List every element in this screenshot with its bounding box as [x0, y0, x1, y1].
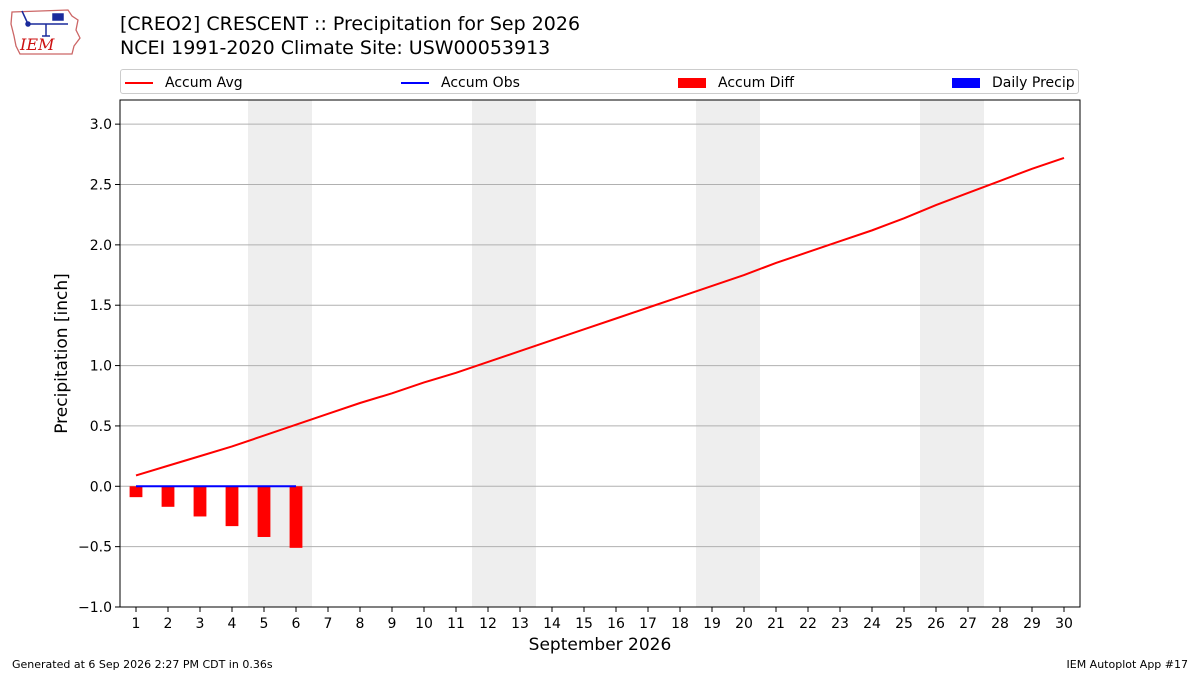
x-tick-label: 30 — [1055, 616, 1073, 632]
x-tick-label: 4 — [228, 616, 237, 632]
x-tick-label: 8 — [356, 616, 365, 632]
legend-item-accum-avg: Accum Avg — [125, 70, 243, 95]
chart-title: [CREO2] CRESCENT :: Precipitation for Se… — [120, 12, 580, 60]
y-tick-label: −1.0 — [78, 600, 112, 616]
accum-diff-bar — [289, 486, 303, 548]
x-tick-label: 25 — [895, 616, 913, 632]
y-tick-label: 3.0 — [90, 117, 112, 133]
title-line-1: [CREO2] CRESCENT :: Precipitation for Se… — [120, 13, 581, 35]
x-tick-label: 3 — [196, 616, 205, 632]
x-tick-label: 7 — [324, 616, 333, 632]
x-tick-label: 29 — [1023, 616, 1041, 632]
y-tick-label: 1.0 — [90, 359, 112, 375]
legend-item-daily-precip: Daily Precip — [952, 70, 1075, 95]
x-tick-label: 14 — [543, 616, 561, 632]
legend-label: Accum Diff — [718, 74, 795, 91]
chart-legend: Accum Avg Accum Obs Accum Diff Daily Pre… — [120, 69, 1079, 94]
weekend-shade — [920, 100, 984, 607]
x-tick-label: 26 — [927, 616, 945, 632]
legend-swatch — [401, 81, 429, 84]
y-axis-label: Precipitation [inch] — [52, 273, 72, 434]
accum-diff-bar — [193, 486, 207, 517]
x-tick-label: 12 — [479, 616, 497, 632]
x-tick-label: 6 — [292, 616, 301, 632]
x-tick-label: 5 — [260, 616, 269, 632]
x-tick-label: 18 — [671, 616, 689, 632]
accum-avg-line — [135, 156, 1065, 477]
legend-swatch — [125, 81, 153, 84]
accum-diff-bar — [129, 486, 143, 498]
y-tick-label: 1.5 — [90, 298, 112, 314]
y-tick-label: 2.0 — [90, 238, 112, 254]
x-tick-label: 9 — [388, 616, 397, 632]
y-tick-label: −0.5 — [78, 540, 112, 556]
x-tick-label: 16 — [607, 616, 625, 632]
legend-label: Accum Avg — [165, 74, 243, 91]
plot-frame — [119, 99, 1081, 608]
x-tick-label: 24 — [863, 616, 881, 632]
x-axis-label: September 2026 — [529, 635, 672, 655]
legend-label: Daily Precip — [992, 74, 1075, 91]
legend-swatch — [952, 77, 980, 88]
x-tick-label: 2 — [164, 616, 173, 632]
legend-swatch — [678, 77, 706, 88]
accum-diff-bar — [161, 486, 175, 507]
x-tick-label: 20 — [735, 616, 753, 632]
x-tick-label: 17 — [639, 616, 657, 632]
y-tick-label: 0.0 — [90, 479, 112, 495]
x-tick-label: 23 — [831, 616, 849, 632]
accum-diff-bar — [257, 486, 271, 537]
iem-logo-text: IEM — [19, 35, 55, 54]
legend-item-accum-obs: Accum Obs — [401, 70, 520, 95]
x-tick-label: 27 — [959, 616, 977, 632]
iem-logo: IEM — [10, 9, 81, 55]
y-tick-label: 2.5 — [90, 178, 112, 194]
y-tick-label: 0.5 — [90, 419, 112, 435]
generated-timestamp: Generated at 6 Sep 2026 2:27 PM CDT in 0… — [12, 658, 273, 671]
x-tick-label: 11 — [447, 616, 465, 632]
legend-item-accum-diff: Accum Diff — [678, 70, 794, 95]
x-tick-label: 10 — [415, 616, 433, 632]
accum-diff-bar — [225, 486, 239, 527]
legend-label: Accum Obs — [441, 74, 520, 91]
weekend-shade — [696, 100, 760, 607]
x-tick-label: 22 — [799, 616, 817, 632]
title-line-2: NCEI 1991-2020 Climate Site: USW00053913 — [120, 37, 551, 59]
autoplot-app-label: IEM Autoplot App #17 — [1066, 658, 1189, 671]
x-tick-label: 28 — [991, 616, 1009, 632]
x-tick-label: 21 — [767, 616, 785, 632]
x-tick-label: 13 — [511, 616, 529, 632]
weekend-shade — [472, 100, 536, 607]
x-tick-label: 15 — [575, 616, 593, 632]
x-tick-label: 1 — [132, 616, 141, 632]
x-tick-label: 19 — [703, 616, 721, 632]
weather-station-icon — [21, 10, 68, 37]
